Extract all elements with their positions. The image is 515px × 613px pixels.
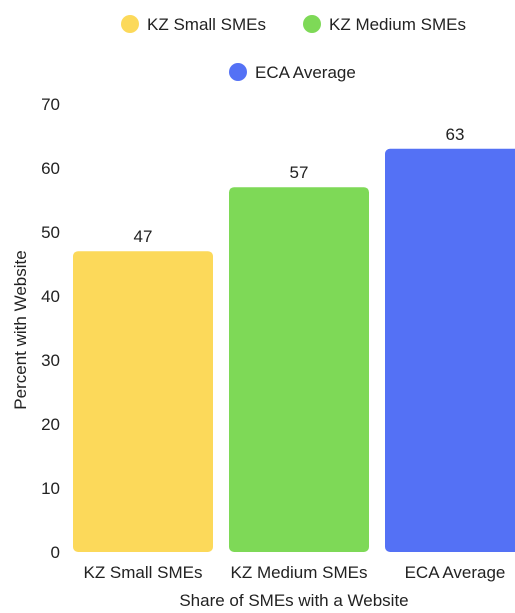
legend: KZ Small SMEs KZ Medium SMEs ECA Average	[121, 15, 466, 82]
x-axis-title: Share of SMEs with a Website	[179, 591, 408, 610]
y-tick-label: 40	[41, 287, 60, 306]
legend-swatch	[121, 15, 139, 33]
x-axis: KZ Small SMEs KZ Medium SMEs ECA Average	[83, 563, 505, 582]
data-label: 47	[134, 227, 153, 246]
y-tick-label: 10	[41, 479, 60, 498]
x-tick-label: KZ Small SMEs	[83, 563, 202, 582]
legend-label: ECA Average	[255, 63, 356, 82]
y-axis-title: Percent with Website	[11, 250, 30, 409]
y-tick-label: 50	[41, 223, 60, 242]
legend-label: KZ Medium SMEs	[329, 15, 466, 34]
bar	[73, 251, 213, 552]
legend-swatch	[229, 63, 247, 81]
y-axis: 0 10 20 30 40 50 60 70	[41, 95, 60, 562]
data-label: 63	[446, 125, 465, 144]
data-label: 57	[290, 163, 309, 182]
x-tick-label: KZ Medium SMEs	[231, 563, 368, 582]
y-tick-label: 20	[41, 415, 60, 434]
bar	[229, 187, 369, 552]
y-tick-label: 0	[51, 543, 60, 562]
y-tick-label: 30	[41, 351, 60, 370]
legend-swatch	[303, 15, 321, 33]
bar	[385, 148, 515, 552]
bars: 47 57 63	[73, 125, 515, 552]
legend-label: KZ Small SMEs	[147, 15, 266, 34]
y-tick-label: 60	[41, 159, 60, 178]
x-tick-label: ECA Average	[405, 563, 506, 582]
y-tick-label: 70	[41, 95, 60, 114]
